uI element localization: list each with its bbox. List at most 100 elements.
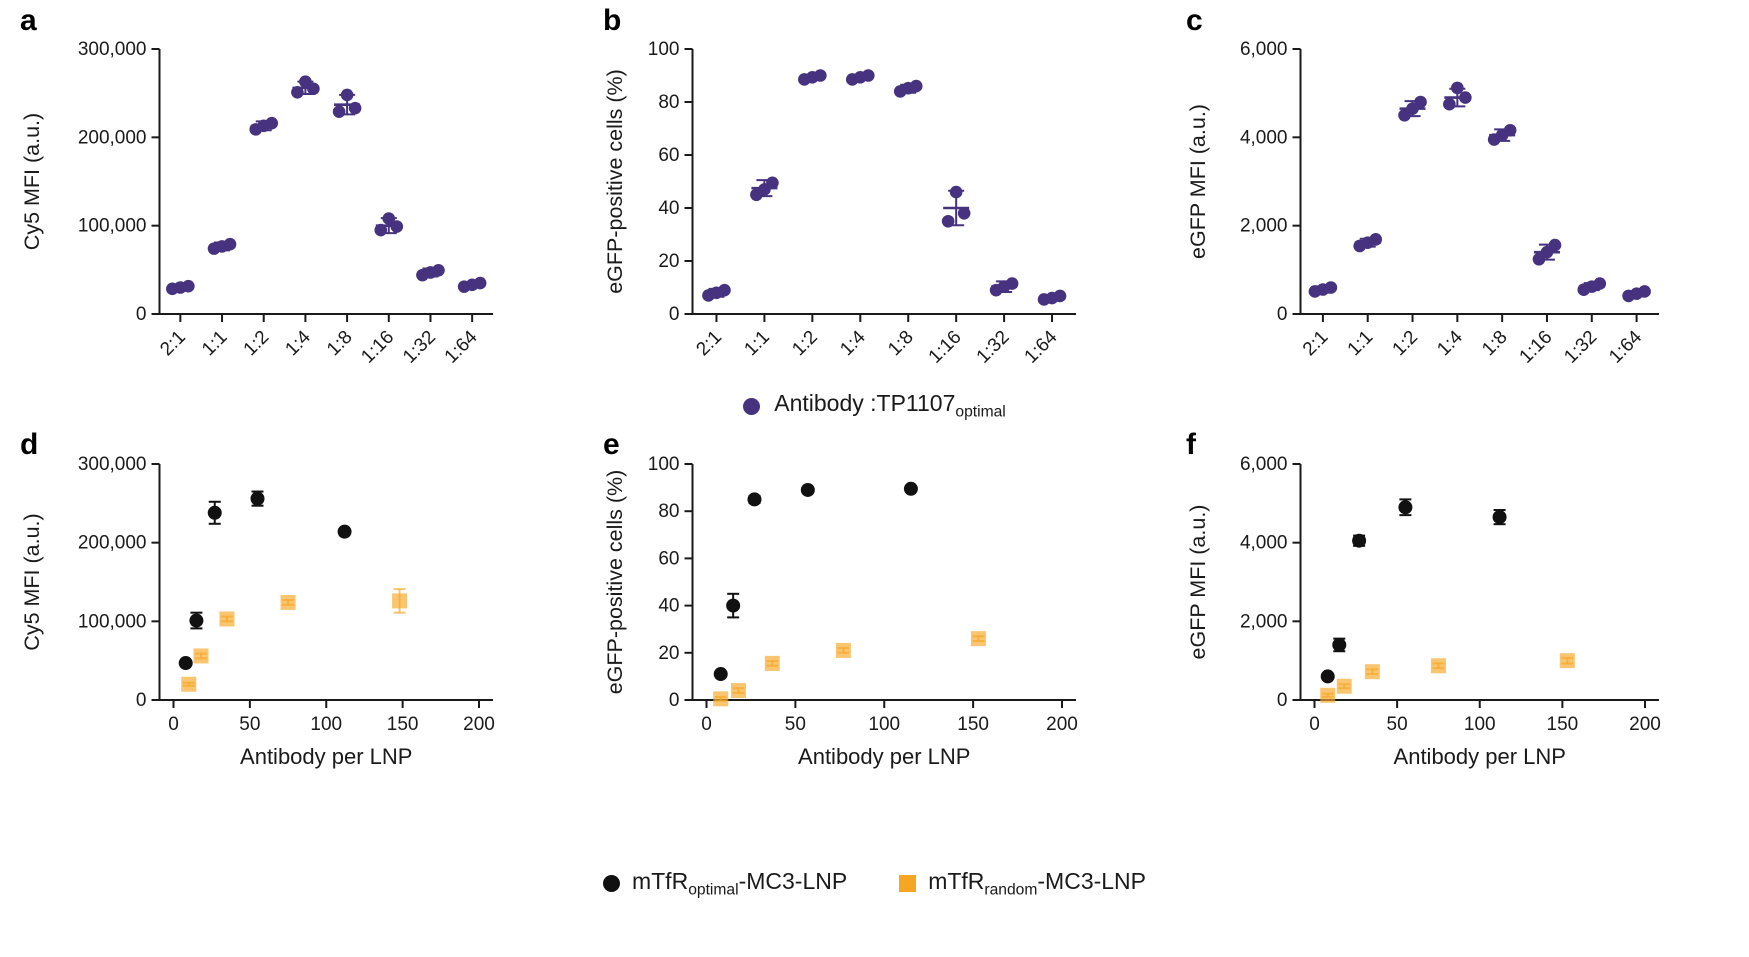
svg-text:200: 200 — [1629, 714, 1661, 735]
panel-d: d 0 100,000 200,000 300,000 Cy5 MFI (a.u.) 0 5… — [0, 428, 583, 773]
svg-text:1:16: 1:16 — [1516, 327, 1557, 368]
svg-text:60: 60 — [658, 548, 679, 569]
svg-text:150: 150 — [387, 714, 419, 735]
legend-circle-icon — [602, 875, 620, 893]
svg-text:1:32: 1:32 — [973, 327, 1014, 368]
svg-text:Antibody per LNP: Antibody per LNP — [240, 744, 412, 769]
svg-text:1:1: 1:1 — [198, 327, 232, 361]
svg-text:2,000: 2,000 — [1240, 216, 1288, 237]
svg-text:100,000: 100,000 — [78, 611, 147, 632]
svg-text:2:1: 2:1 — [156, 327, 190, 361]
svg-text:1:64: 1:64 — [1021, 326, 1062, 367]
svg-text:1:4: 1:4 — [836, 326, 870, 360]
svg-text:2:1: 2:1 — [692, 327, 726, 361]
legend-item-mtfr-optimal: mTfRoptimal-MC3-LNP — [602, 868, 848, 900]
svg-text:1:4: 1:4 — [1433, 326, 1467, 360]
svg-text:1:2: 1:2 — [240, 327, 274, 361]
legend-item-mtfr-random: mTfRrandom-MC3-LNP — [899, 868, 1146, 900]
svg-text:4,000: 4,000 — [1240, 533, 1288, 554]
panel-d-chart: 0 100,000 200,000 300,000 Cy5 MFI (a.u.) 0 50 1… — [20, 454, 495, 769]
panel-b: b 0 20 40 60 80 100 eGFP-positive cells (%) 2:1… — [583, 4, 1166, 404]
svg-text:150: 150 — [1547, 714, 1579, 735]
bottom-row: d 0 100,000 200,000 300,000 Cy5 MFI (a.u.) 0 5… — [0, 428, 1749, 773]
panel-c-letter: c — [1186, 4, 1203, 37]
svg-text:eGFP MFI (a.u.): eGFP MFI (a.u.) — [1186, 104, 1210, 259]
svg-text:50: 50 — [1387, 714, 1408, 735]
svg-text:300,000: 300,000 — [78, 39, 147, 60]
panel-f-letter: f — [1186, 428, 1196, 461]
svg-text:1:4: 1:4 — [281, 326, 315, 360]
svg-text:100: 100 — [648, 39, 680, 60]
panel-f: f 0 2,000 4,000 6,000 eGFP MFI (a.u.) 0 50 100 1… — [1166, 428, 1749, 773]
svg-text:eGFP-positive cells (%): eGFP-positive cells (%) — [603, 69, 627, 294]
svg-text:150: 150 — [957, 714, 989, 735]
panel-d-letter: d — [20, 428, 39, 461]
legend-lnp: mTfRoptimal-MC3-LNP mTfRrandom-MC3-LNP — [0, 868, 1749, 900]
svg-text:80: 80 — [658, 501, 679, 522]
svg-text:100: 100 — [868, 714, 900, 735]
svg-text:6,000: 6,000 — [1240, 39, 1288, 60]
svg-text:200: 200 — [1046, 714, 1078, 735]
svg-text:6,000: 6,000 — [1240, 454, 1288, 475]
svg-text:50: 50 — [785, 714, 806, 735]
svg-text:2:1: 2:1 — [1299, 327, 1333, 361]
svg-text:0: 0 — [168, 714, 179, 735]
svg-text:200: 200 — [463, 714, 495, 735]
svg-text:50: 50 — [239, 714, 260, 735]
svg-text:0: 0 — [669, 304, 680, 325]
svg-text:1:2: 1:2 — [1389, 327, 1423, 361]
svg-text:0: 0 — [701, 714, 712, 735]
legend-antibody-label: Antibody :TP1107optimal — [774, 390, 1006, 421]
svg-text:1:64: 1:64 — [441, 326, 482, 367]
svg-text:1:16: 1:16 — [357, 327, 398, 368]
svg-text:1:2: 1:2 — [788, 327, 822, 361]
svg-text:200,000: 200,000 — [78, 533, 147, 554]
svg-text:Cy5 MFI (a.u.): Cy5 MFI (a.u.) — [20, 113, 44, 250]
svg-text:Cy5 MFI (a.u.): Cy5 MFI (a.u.) — [20, 513, 44, 650]
legend-mtfr-optimal-label: mTfRoptimal-MC3-LNP — [631, 868, 848, 899]
panel-c: c 0 2,000 4,000 6,000 eGFP MFI (a.u.) 2:1 1:1 1… — [1166, 4, 1749, 404]
svg-text:1:8: 1:8 — [323, 327, 357, 361]
svg-text:1:32: 1:32 — [399, 327, 440, 368]
svg-text:0: 0 — [1309, 714, 1320, 735]
svg-text:40: 40 — [658, 596, 679, 617]
legend-antibody: Antibody :TP1107optimal — [0, 384, 1749, 428]
svg-text:eGFP-positive cells (%): eGFP-positive cells (%) — [603, 470, 627, 695]
svg-text:2,000: 2,000 — [1240, 611, 1288, 632]
svg-text:0: 0 — [669, 690, 680, 711]
panel-b-letter: b — [603, 4, 622, 37]
svg-text:100: 100 — [310, 714, 342, 735]
svg-text:1:64: 1:64 — [1605, 326, 1646, 367]
panel-b-chart: 0 20 40 60 80 100 eGFP-positive cells (%) 2:1 1:… — [603, 39, 1076, 368]
panel-a: a 0 100,000 200,000 300,000 Cy5 MFI (a.u.) 2:… — [0, 4, 583, 404]
svg-text:1:1: 1:1 — [1344, 327, 1378, 361]
svg-text:4,000: 4,000 — [1240, 127, 1288, 148]
svg-text:300,000: 300,000 — [78, 454, 147, 475]
legend-circle-icon — [743, 397, 761, 415]
panel-e: e 0 20 40 60 80 100 eGFP-positive cells (%) 0 50… — [583, 428, 1166, 773]
panel-f-chart: 0 2,000 4,000 6,000 eGFP MFI (a.u.) 0 50 100 150… — [1186, 454, 1661, 769]
svg-text:100: 100 — [648, 454, 680, 475]
panel-e-letter: e — [603, 428, 620, 461]
panel-e-chart: 0 20 40 60 80 100 eGFP-positive cells (%) 0 50 10… — [603, 454, 1078, 769]
svg-text:eGFP MFI (a.u.): eGFP MFI (a.u.) — [1186, 505, 1210, 660]
svg-text:Antibody per LNP: Antibody per LNP — [1394, 744, 1566, 769]
legend-mtfr-random-label: mTfRrandom-MC3-LNP — [928, 868, 1147, 899]
panel-a-letter: a — [20, 4, 37, 37]
svg-text:1:16: 1:16 — [925, 327, 966, 368]
svg-text:0: 0 — [1277, 304, 1288, 325]
svg-text:80: 80 — [658, 92, 679, 113]
svg-text:100,000: 100,000 — [78, 216, 147, 237]
svg-text:1:8: 1:8 — [1478, 327, 1512, 361]
svg-text:100: 100 — [1464, 714, 1496, 735]
svg-text:0: 0 — [136, 690, 147, 711]
svg-text:1:1: 1:1 — [740, 327, 774, 361]
panel-c-chart: 0 2,000 4,000 6,000 eGFP MFI (a.u.) 2:1 1:1 1:2… — [1186, 39, 1659, 368]
svg-text:20: 20 — [658, 643, 679, 664]
svg-text:0: 0 — [1277, 690, 1288, 711]
svg-text:Antibody per LNP: Antibody per LNP — [798, 744, 970, 769]
svg-text:0: 0 — [136, 304, 147, 325]
svg-text:60: 60 — [658, 145, 679, 166]
svg-text:200,000: 200,000 — [78, 127, 147, 148]
